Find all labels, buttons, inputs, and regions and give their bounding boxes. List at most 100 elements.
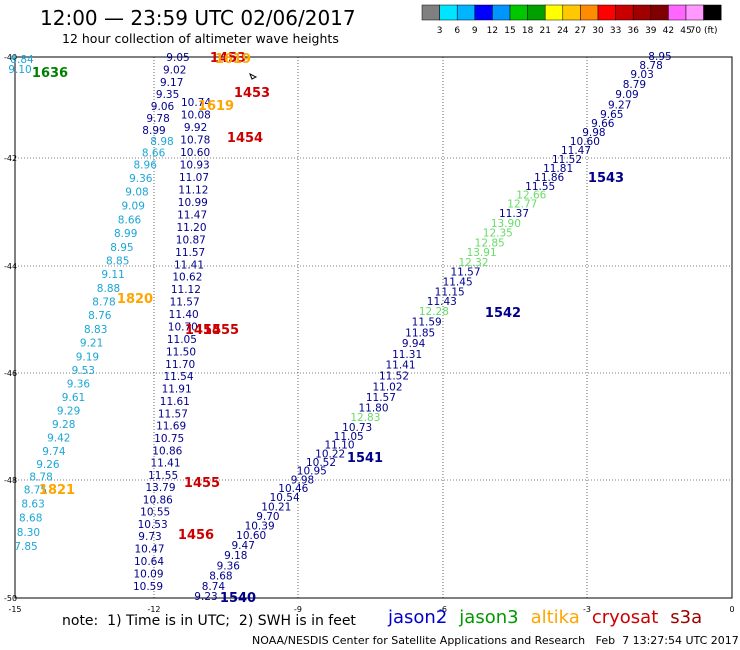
wave-height-label: 11.69 <box>156 421 186 433</box>
wave-height-label: 11.80 <box>358 402 388 414</box>
wave-height-label: 11.81 <box>543 163 573 175</box>
wave-height-label: 8.85 <box>106 256 129 268</box>
time-marker-label: 1543 <box>588 171 624 186</box>
wave-height-label: 11.50 <box>166 346 196 358</box>
colorbar-label: 70 (ft) <box>690 26 718 36</box>
wave-height-label: 9.05 <box>166 52 189 64</box>
x-tick-label: -12 <box>147 605 160 614</box>
wave-height-label: 8.30 <box>17 527 40 539</box>
wave-height-label: 11.07 <box>179 172 209 184</box>
wave-height-label: 11.10 <box>324 440 354 452</box>
wave-height-label: 8.66 <box>142 148 166 160</box>
wave-height-label: 10.47 <box>134 544 164 556</box>
track-time-label: 1541 <box>347 451 383 466</box>
wave-height-label: 10.22 <box>315 448 345 460</box>
wave-height-label: 9.35 <box>156 89 179 101</box>
x-tick-label: 0 <box>729 605 734 614</box>
wave-height-label: 10.59 <box>133 581 163 593</box>
wave-height-label: 10.99 <box>178 197 208 209</box>
time-marker-label: 1821 <box>39 483 75 498</box>
wave-height-label: 12.66 <box>516 190 546 202</box>
wave-height-label: 13.79 <box>145 482 175 494</box>
colorbar-label: 6 <box>454 26 460 36</box>
wave-height-label: 9.74 <box>42 446 66 458</box>
time-marker-label: 1619 <box>198 99 234 114</box>
legend-item-altika: altika <box>530 607 580 628</box>
wave-height-label: 8.66 <box>118 214 142 226</box>
wave-height-label: 11.05 <box>167 334 197 346</box>
colorbar-label: 27 <box>575 26 586 36</box>
wave-height-label: 9.66 <box>591 118 615 130</box>
time-marker-label: 1455 <box>203 323 239 338</box>
wave-height-label: 12.85 <box>475 237 505 249</box>
time-marker-label: 1455 <box>184 476 220 491</box>
wave-height-label: 11.45 <box>443 277 473 289</box>
wave-height-label: 9.42 <box>47 432 70 444</box>
credit-line: NOAA/NESDIS Center for Satellite Applica… <box>252 634 739 647</box>
wave-height-label: 11.70 <box>165 359 195 371</box>
wave-height-label: 9.98 <box>582 127 605 139</box>
wave-height-label: 8.99 <box>142 125 165 137</box>
colorbar-label: 24 <box>557 26 569 36</box>
track-time-label: 1540 <box>220 591 256 606</box>
x-tick-label: -15 <box>8 605 21 614</box>
wave-height-label: 11.57 <box>175 247 205 259</box>
y-tick-label: -40 <box>4 53 17 62</box>
y-tick-label: -50 <box>4 594 17 603</box>
wave-height-label: 10.60 <box>236 530 266 542</box>
wave-height-label: 10.93 <box>180 160 210 172</box>
wave-height-label: 10.21 <box>261 502 291 514</box>
wave-height-label: 11.86 <box>534 172 564 184</box>
wave-height-label: 9.92 <box>184 122 207 134</box>
wave-height-label: 10.46 <box>278 483 308 495</box>
wave-height-label: 8.79 <box>623 79 646 91</box>
wave-height-label: 11.43 <box>427 296 457 308</box>
wave-height-label: 11.57 <box>366 392 396 404</box>
wave-height-label: 13.90 <box>491 218 521 230</box>
wave-height-label: 9.36 <box>67 379 91 391</box>
wave-height-label: 10.95 <box>297 466 327 478</box>
wave-height-label: 9.36 <box>217 560 241 572</box>
wave-height-label: 8.84 <box>10 54 34 66</box>
wave-height-label: 10.86 <box>152 445 182 457</box>
wave-height-label: 8.68 <box>209 571 232 583</box>
wave-height-label: 12.28 <box>419 306 449 318</box>
wave-height-label: 12.83 <box>350 412 380 424</box>
wave-height-label: 11.55 <box>148 470 178 482</box>
wave-height-label: 10.54 <box>270 492 300 504</box>
wave-height-label: 8.78 <box>92 296 115 308</box>
wave-height-label: 7.85 <box>14 541 37 553</box>
y-tick-label: -44 <box>4 262 17 271</box>
colorbar-swatch <box>703 4 722 21</box>
legend-item-cryosat: cryosat <box>591 607 659 628</box>
wave-height-label: 9.94 <box>402 338 426 350</box>
time-marker-label: 1619 <box>215 52 251 67</box>
wave-height-label: 11.61 <box>160 396 190 408</box>
wave-height-label: 10.75 <box>154 433 184 445</box>
track-time-label: 1636 <box>32 66 68 81</box>
time-marker-label: 1453 <box>234 86 270 101</box>
footnote: note: 1) Time is in UTC; 2) SWH is in fe… <box>62 613 356 629</box>
wave-height-label: 8.88 <box>97 283 120 295</box>
y-tick-label: -42 <box>4 154 17 163</box>
map-frame <box>14 56 733 599</box>
wave-height-label: 12.35 <box>483 228 513 240</box>
colorbar-label: 3 <box>437 26 443 36</box>
colorbar-label: 36 <box>627 26 639 36</box>
wave-height-label: 8.63 <box>21 499 44 511</box>
x-tick-label: -9 <box>294 605 302 614</box>
time-marker-label: 1453 <box>210 51 246 66</box>
wave-height-label: 9.21 <box>80 338 103 350</box>
wave-height-label: 10.52 <box>306 457 336 469</box>
colorbar-label: 39 <box>645 26 657 36</box>
wave-height-label: 11.57 <box>450 267 480 279</box>
colorbar-label: 18 <box>522 26 534 36</box>
x-tick-label: -6 <box>439 605 447 614</box>
wave-height-label: 11.41 <box>150 458 180 470</box>
wave-height-label: 8.98 <box>150 136 173 148</box>
track-time-label: 1820 <box>117 292 153 307</box>
colorbar-label: 21 <box>539 26 550 36</box>
wave-height-label: 11.59 <box>412 316 442 328</box>
time-marker-label: 1454 <box>227 131 263 146</box>
